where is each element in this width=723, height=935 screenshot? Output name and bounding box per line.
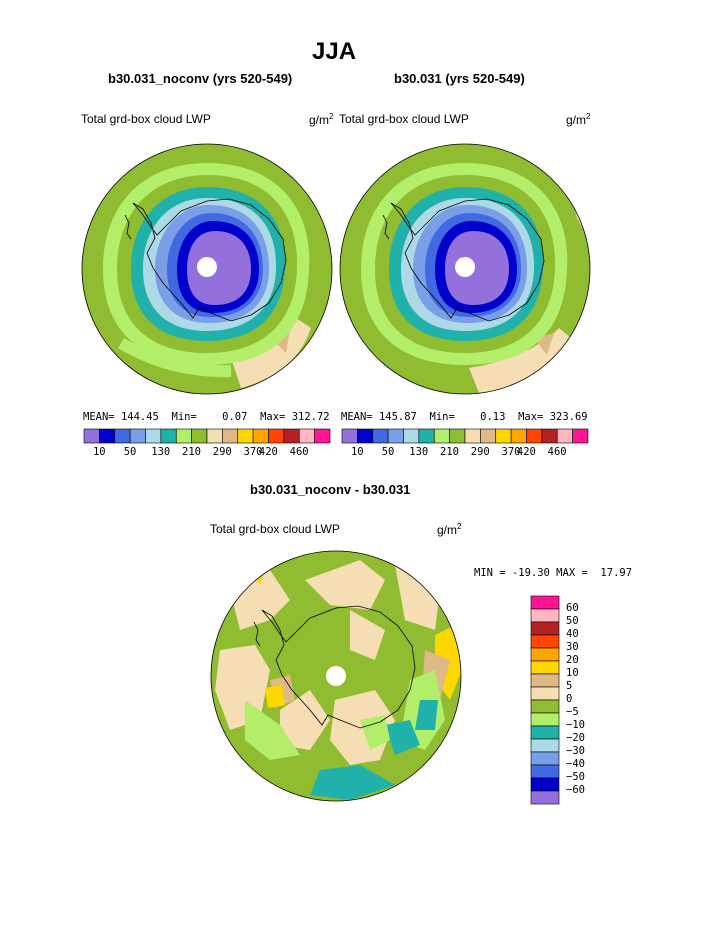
panel1-variable-label: Total grd-box cloud LWP: [81, 112, 211, 126]
panel1-colorbar-swatch: [314, 428, 331, 444]
diff-colorbar-swatch: [530, 764, 560, 779]
diff-colorbar-swatch: [530, 608, 560, 623]
diff-colorbar-tick-label: 5: [566, 680, 573, 692]
diff-colorbar-tick-label: 30: [566, 641, 579, 653]
panel2-colorbar: [341, 428, 589, 444]
panel1-colorbar-swatch: [175, 428, 192, 444]
diff-colorbar-tick-label: −50: [566, 771, 585, 783]
diff-minmax: MIN = -19.30 MAX = 17.97: [474, 567, 633, 579]
panel2-colorbar-swatch: [541, 428, 558, 444]
panel2-colorbar-tick-label: 370: [501, 446, 521, 458]
panel2-colorbar-tick-label: 50: [381, 446, 395, 458]
diff-map: [210, 550, 462, 802]
panel2-colorbar-swatch: [418, 428, 435, 444]
panel2-colorbar-swatch: [372, 428, 389, 444]
panel2-colorbar-swatch: [526, 428, 543, 444]
diff-colorbar-swatch: [530, 790, 560, 805]
diff-colorbar: [530, 595, 560, 805]
panel2-colorbar-swatch: [480, 428, 497, 444]
panel1-colorbar-swatch: [191, 428, 208, 444]
panel1-colorbar-swatch: [145, 428, 162, 444]
diff-colorbar-tick-label: −10: [566, 719, 585, 731]
diff-colorbar-tick-label: −60: [566, 784, 585, 796]
diff-colorbar-swatch: [530, 647, 560, 662]
diff-colorbar-tick-label: 20: [566, 654, 579, 666]
panel2-colorbar-tick-label: 10: [350, 446, 364, 458]
diff-colorbar-swatch: [530, 725, 560, 740]
panel1-colorbar-tick-label: 420: [258, 446, 278, 458]
diff-colorbar-tick-label: 50: [566, 615, 579, 627]
panel1-colorbar-tick-label: 370: [243, 446, 263, 458]
diff-colorbar-swatch: [530, 712, 560, 727]
panel1-colorbar-tick-label: 460: [289, 446, 309, 458]
diff-colorbar-tick-label: −30: [566, 745, 585, 757]
panel2-colorbar-swatch: [449, 428, 466, 444]
panel2-colorbar-swatch: [495, 428, 512, 444]
panel1-colorbar-tick-label: 210: [182, 446, 201, 458]
diff-colorbar-tick-label: 10: [566, 667, 579, 679]
diff-colorbar-tick-label: −20: [566, 732, 585, 744]
panel1-map: [81, 143, 333, 395]
diff-colorbar-swatch: [530, 777, 560, 792]
panel2-colorbar-tick-label: 130: [409, 446, 429, 458]
panel1-colorbar-tick-label: 290: [212, 446, 232, 458]
panel1-subtitle: b30.031_noconv (yrs 520-549): [108, 71, 293, 86]
diff-colorbar-tick-label: −5: [566, 706, 579, 718]
panel2-colorbar-tick-label: 420: [516, 446, 536, 458]
panel1-colorbar-swatch: [129, 428, 146, 444]
panel1-colorbar-swatch: [160, 428, 177, 444]
diff-colorbar-tick-label: 0: [566, 693, 573, 705]
panel2-colorbar-swatch: [387, 428, 404, 444]
page-title: JJA: [312, 38, 357, 65]
panel2-colorbar-swatch: [510, 428, 527, 444]
panel1-colorbar-swatch: [298, 428, 315, 444]
diff-units: g/m2: [437, 522, 462, 537]
diff-colorbar-tick-label: 60: [566, 602, 579, 614]
diff-colorbar-swatch: [530, 699, 560, 714]
panel1-colorbar-swatch: [283, 428, 300, 444]
panel1-stats: MEAN= 144.45 Min= 0.07 Max= 312.72: [83, 411, 330, 423]
panel2-variable-label: Total grd-box cloud LWP: [339, 112, 469, 126]
panel2-colorbar-swatch: [464, 428, 481, 444]
panel2-colorbar-swatch: [433, 428, 450, 444]
diff-colorbar-swatch: [530, 738, 560, 753]
panel2-subtitle: b30.031 (yrs 520-549): [394, 71, 525, 86]
panel1-colorbar-swatch: [252, 428, 269, 444]
panel1-colorbar-swatch: [83, 428, 100, 444]
diff-colorbar-swatch: [530, 595, 560, 610]
diff-colorbar-swatch: [530, 686, 560, 701]
diff-colorbar-swatch: [530, 751, 560, 766]
panel2-colorbar-swatch: [403, 428, 420, 444]
panel2-colorbar-tick-label: 460: [547, 446, 567, 458]
panel2-colorbar-swatch: [572, 428, 589, 444]
panel2-stats: MEAN= 145.87 Min= 0.13 Max= 323.69: [341, 411, 588, 423]
panel1-colorbar-tick-label: 10: [92, 446, 106, 458]
panel2-colorbar-tick-label: 210: [440, 446, 459, 458]
panel2-colorbar-swatch: [357, 428, 374, 444]
panel2-colorbar-swatch: [341, 428, 358, 444]
diff-colorbar-tick-label: −40: [566, 758, 585, 770]
panel1-colorbar-swatch: [114, 428, 131, 444]
panel2-colorbar-swatch: [556, 428, 573, 444]
panel1-colorbar-swatch: [222, 428, 239, 444]
diff-subtitle: b30.031_noconv - b30.031: [250, 482, 411, 497]
diff-colorbar-swatch: [530, 660, 560, 675]
diff-colorbar-swatch: [530, 673, 560, 688]
panel2-map: [339, 143, 591, 395]
panel1-units: g/m2: [309, 112, 334, 127]
panel1-colorbar-swatch: [99, 428, 116, 444]
panel1-colorbar-swatch: [206, 428, 223, 444]
diff-variable-label: Total grd-box cloud LWP: [210, 522, 340, 536]
diff-colorbar-tick-label: 40: [566, 628, 579, 640]
diff-colorbar-swatch: [530, 634, 560, 649]
panel2-units: g/m2: [566, 112, 591, 127]
panel1-colorbar-tick-label: 50: [123, 446, 137, 458]
panel1-colorbar: [83, 428, 331, 444]
panel1-colorbar-swatch: [268, 428, 285, 444]
panel2-colorbar-tick-label: 290: [470, 446, 490, 458]
panel1-colorbar-tick-label: 130: [151, 446, 171, 458]
diff-colorbar-swatch: [530, 621, 560, 636]
panel1-colorbar-swatch: [237, 428, 254, 444]
